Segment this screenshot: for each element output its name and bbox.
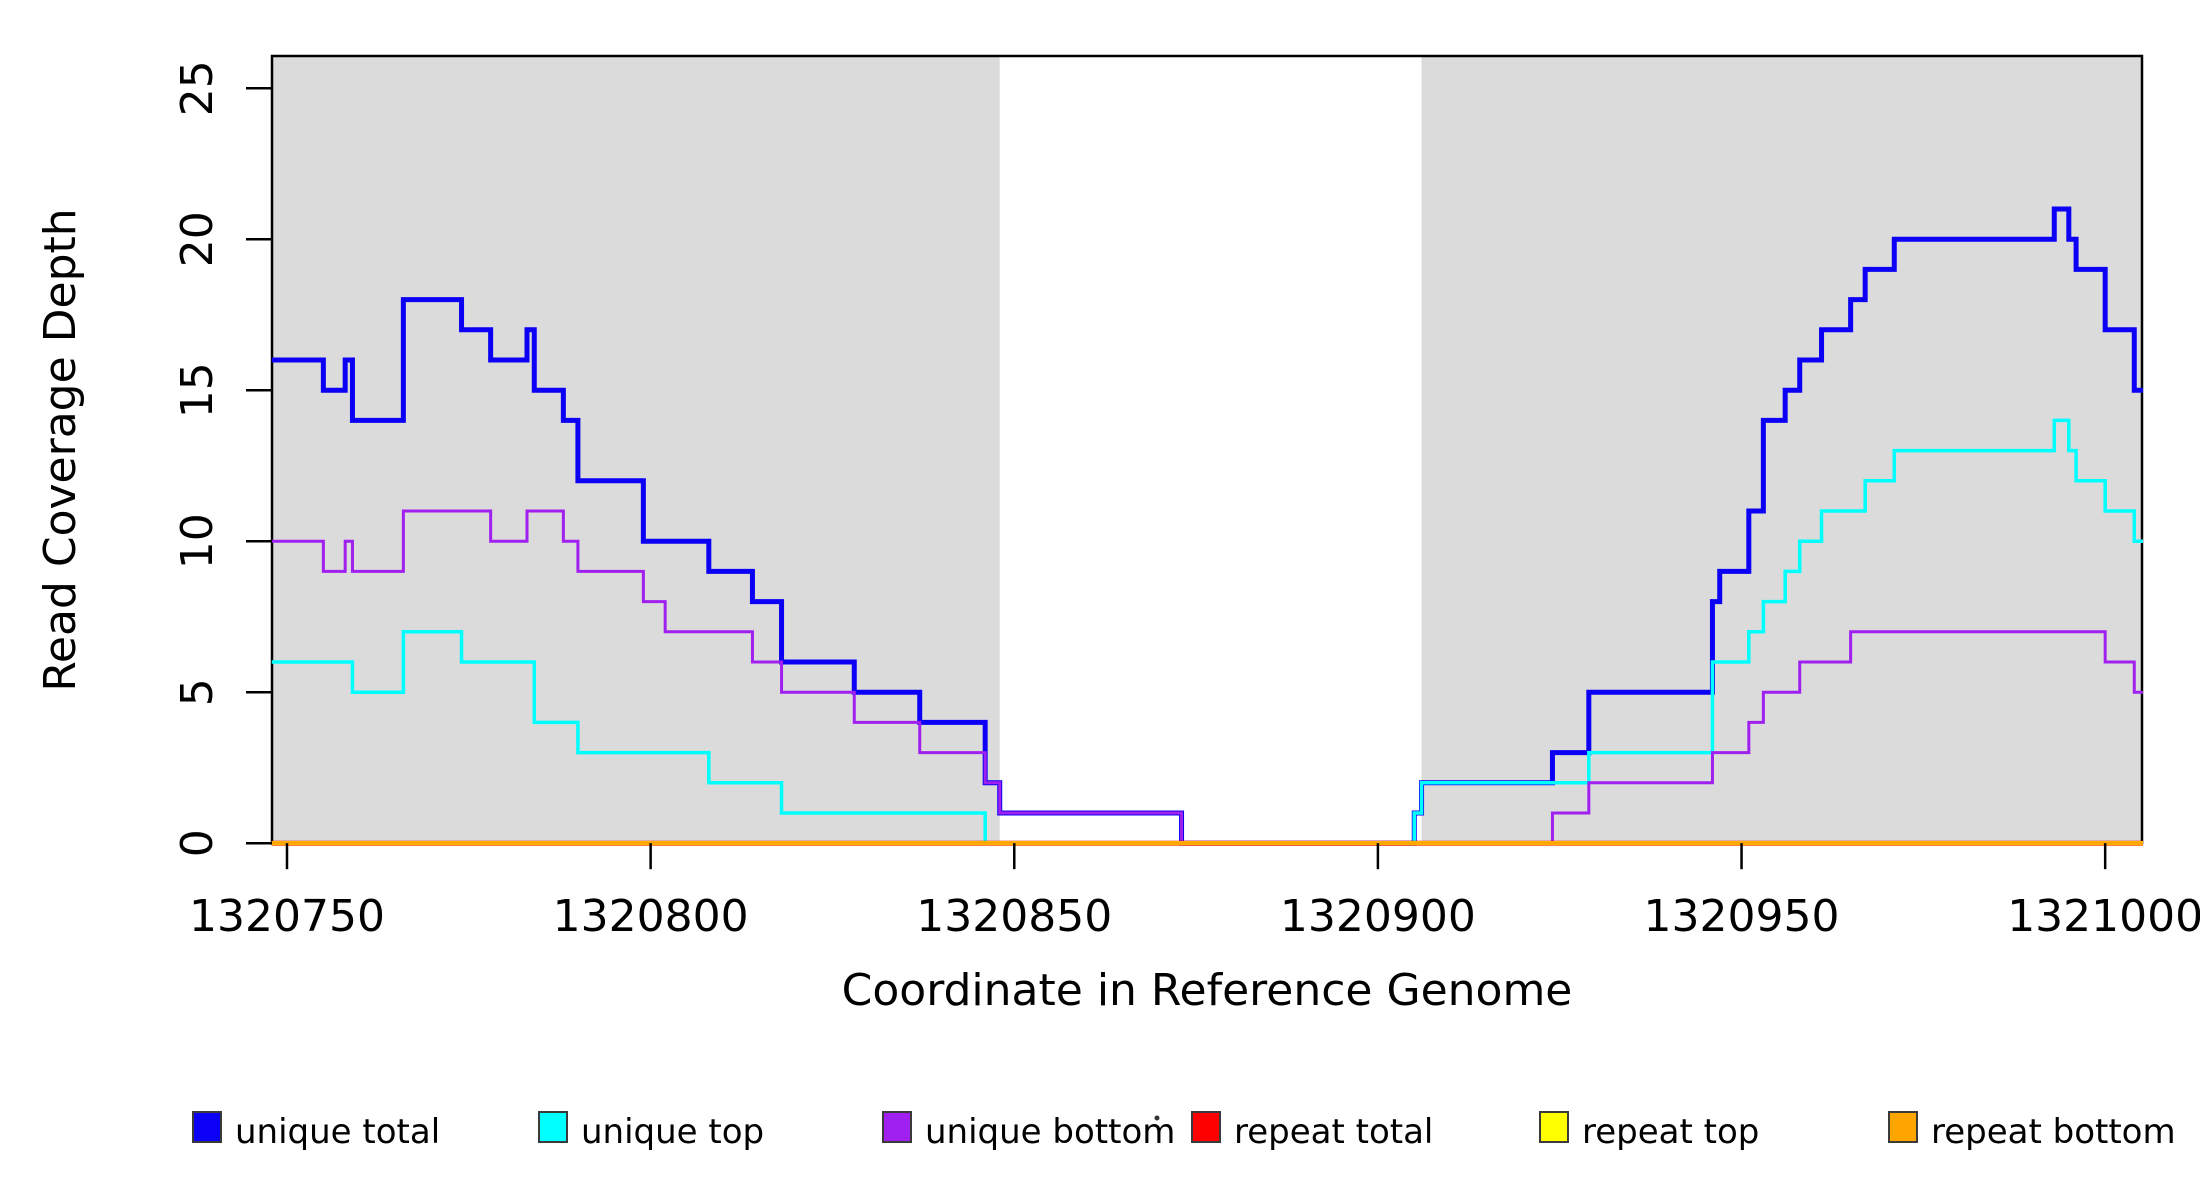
legend-label-unique-total: unique total	[235, 1112, 440, 1152]
legend: unique total unique top unique bottom repea…	[192, 1111, 2176, 1152]
x-tick-label: 1321000	[2007, 891, 2200, 942]
y-axis: 0 5 10 15 20 25	[172, 60, 272, 857]
legend-label-unique-bottom: unique bottom	[925, 1112, 1175, 1152]
x-axis-title: Coordinate in Reference Genome	[842, 965, 1573, 1016]
shaded-region	[271, 56, 1000, 844]
x-axis: 1320750 1320800 1320850 1320900 1320950 13210…	[189, 843, 2200, 942]
legend-swatch-unique-total	[192, 1111, 222, 1143]
shaded-regions	[271, 56, 2143, 844]
x-tick-label: 1320900	[1280, 891, 1476, 942]
legend-swatch-repeat-bottom	[1888, 1111, 1918, 1143]
legend-swatch-repeat-total	[1191, 1111, 1221, 1143]
y-tick-label: 20	[172, 211, 223, 267]
series-line-unique-bottom	[271, 509, 2143, 845]
x-tick-label: 1320850	[916, 891, 1112, 942]
stray-dot	[1154, 1115, 1160, 1121]
series-lines	[271, 206, 2143, 846]
legend-label-repeat-bottom: repeat bottom	[1931, 1112, 2176, 1152]
y-tick-label: 0	[172, 829, 223, 857]
y-tick-label: 10	[172, 513, 223, 569]
y-tick-label: 15	[172, 362, 223, 418]
x-tick-label: 1320800	[553, 891, 749, 942]
legend-swatch-unique-bottom	[882, 1111, 912, 1143]
x-tick-label: 1320750	[189, 891, 385, 942]
series-line-unique-top	[271, 418, 2143, 845]
legend-label-unique-top: unique top	[581, 1112, 764, 1152]
y-tick-label: 5	[172, 678, 223, 706]
legend-swatch-repeat-top	[1539, 1111, 1569, 1143]
y-tick-label: 25	[172, 60, 223, 116]
legend-label-repeat-total: repeat total	[1234, 1112, 1433, 1152]
x-tick-label: 1320950	[1644, 891, 1840, 942]
legend-swatch-unique-top	[538, 1111, 568, 1143]
legend-label-repeat-top: repeat top	[1582, 1112, 1759, 1152]
y-axis-title: Read Coverage Depth	[35, 208, 86, 691]
